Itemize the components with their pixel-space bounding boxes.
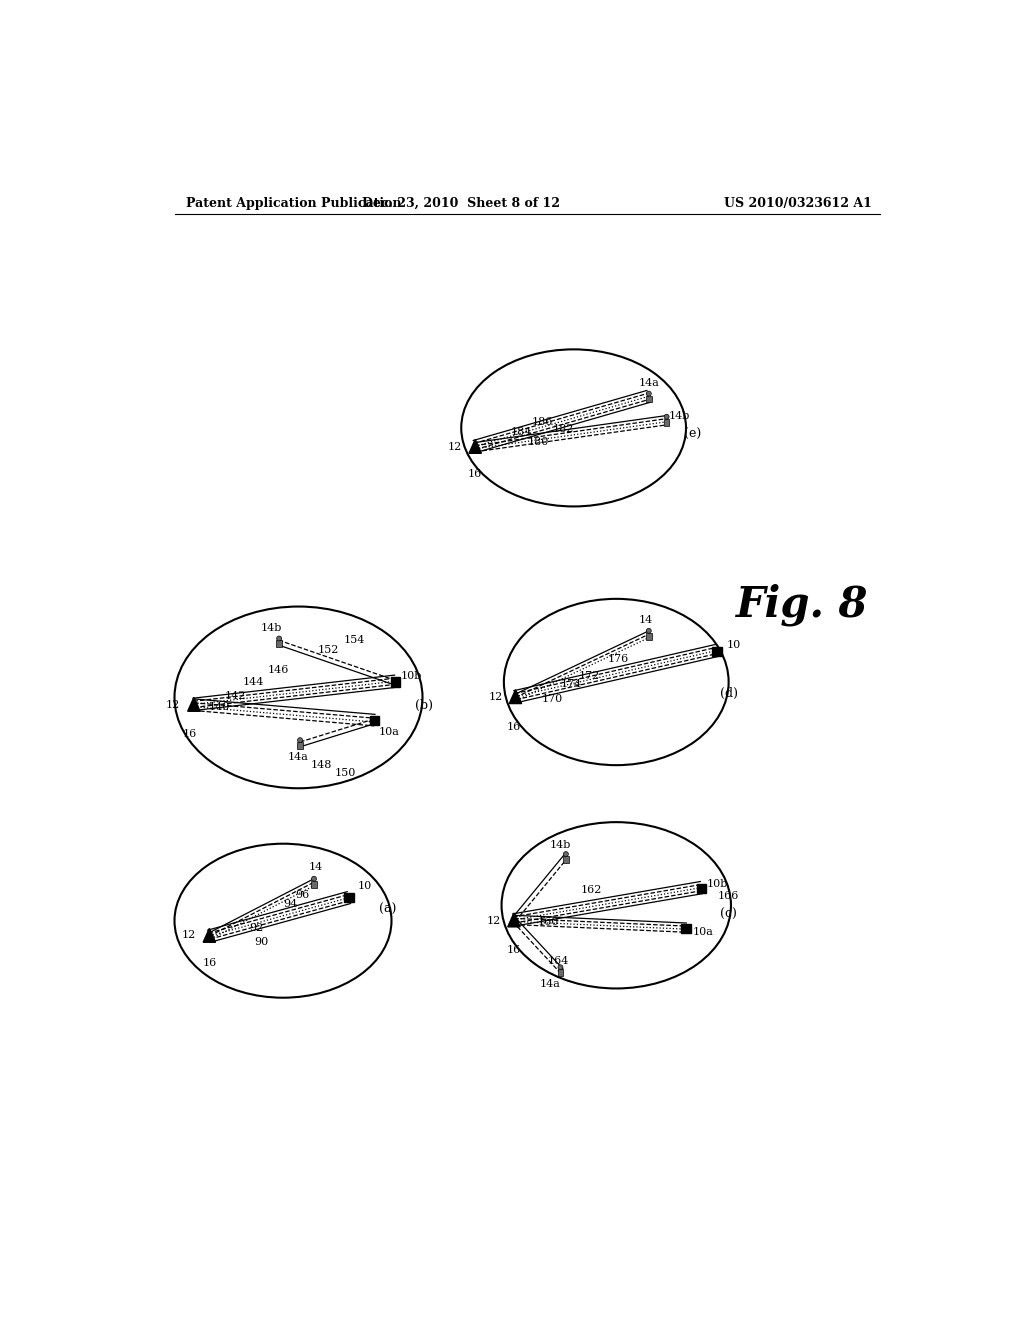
Bar [646, 632, 651, 640]
Bar [713, 647, 722, 656]
Polygon shape [469, 440, 481, 453]
Bar [276, 640, 282, 647]
Bar [311, 880, 316, 887]
Text: 14: 14 [639, 615, 653, 626]
Bar [681, 924, 690, 933]
Circle shape [311, 876, 316, 882]
Polygon shape [203, 928, 216, 942]
Text: 16: 16 [507, 945, 521, 954]
Text: Dec. 23, 2010  Sheet 8 of 12: Dec. 23, 2010 Sheet 8 of 12 [362, 197, 560, 210]
Text: 12: 12 [447, 442, 462, 453]
Text: 96: 96 [295, 890, 309, 900]
Text: 146: 146 [267, 665, 289, 676]
Text: (a): (a) [379, 903, 396, 916]
Text: (b): (b) [415, 698, 433, 711]
Text: 184: 184 [511, 426, 532, 437]
Text: 16: 16 [203, 958, 216, 968]
Circle shape [646, 391, 651, 396]
Text: 10b: 10b [707, 879, 728, 888]
Text: 10a: 10a [379, 727, 399, 737]
Circle shape [298, 738, 302, 743]
Text: 162: 162 [581, 884, 602, 895]
Bar [391, 677, 400, 686]
Bar [297, 742, 303, 748]
Text: 12: 12 [488, 693, 503, 702]
Text: 16: 16 [507, 722, 521, 731]
Text: 174: 174 [561, 678, 582, 689]
Text: 14b: 14b [261, 623, 282, 634]
Text: 150: 150 [334, 768, 355, 777]
Circle shape [558, 965, 563, 970]
Text: 186: 186 [531, 417, 553, 426]
Text: 10: 10 [727, 640, 741, 649]
Text: 92: 92 [249, 924, 263, 933]
Text: 14a: 14a [288, 752, 309, 763]
Text: 170: 170 [542, 694, 563, 704]
Text: (e): (e) [684, 428, 700, 441]
Text: 94: 94 [284, 899, 298, 908]
Text: 90: 90 [254, 937, 268, 948]
Bar [370, 715, 379, 725]
Text: 182: 182 [553, 425, 574, 434]
Circle shape [563, 851, 568, 857]
Text: 12: 12 [166, 700, 180, 710]
Text: (d): (d) [720, 686, 737, 700]
Text: 144: 144 [243, 677, 264, 686]
Text: 14b: 14b [669, 412, 690, 421]
Text: 154: 154 [344, 635, 365, 645]
Polygon shape [508, 913, 520, 927]
Text: 14a: 14a [540, 979, 561, 989]
Text: 176: 176 [607, 653, 629, 664]
Text: 16: 16 [468, 469, 482, 479]
Bar [697, 884, 707, 892]
Text: 160: 160 [538, 917, 559, 927]
Bar [664, 418, 670, 425]
Text: 12: 12 [486, 916, 501, 925]
Polygon shape [509, 689, 521, 704]
Text: 148: 148 [311, 760, 333, 770]
Text: 14: 14 [308, 862, 323, 871]
Text: 140: 140 [209, 702, 230, 711]
Text: 164: 164 [548, 956, 568, 966]
Text: 10a: 10a [692, 927, 714, 937]
Text: 142: 142 [224, 690, 246, 701]
Text: 180: 180 [528, 437, 550, 446]
Bar [646, 396, 651, 403]
Text: 172: 172 [579, 671, 600, 681]
Text: 14a: 14a [638, 379, 659, 388]
Text: 152: 152 [317, 644, 339, 655]
Text: 14b: 14b [550, 841, 571, 850]
Text: 12: 12 [181, 929, 196, 940]
Text: 10: 10 [357, 880, 372, 891]
Text: (c): (c) [720, 908, 737, 921]
Text: 10b: 10b [400, 671, 422, 681]
Text: 16: 16 [183, 730, 198, 739]
Text: Fig. 8: Fig. 8 [736, 583, 868, 626]
Circle shape [646, 628, 651, 634]
Bar [563, 855, 568, 863]
Text: Patent Application Publication: Patent Application Publication [186, 197, 401, 210]
Circle shape [276, 636, 282, 642]
Circle shape [665, 414, 669, 420]
Bar [344, 892, 353, 903]
Text: US 2010/0323612 A1: US 2010/0323612 A1 [724, 197, 872, 210]
Text: 166: 166 [718, 891, 739, 902]
Polygon shape [187, 697, 200, 711]
Bar [558, 969, 563, 977]
